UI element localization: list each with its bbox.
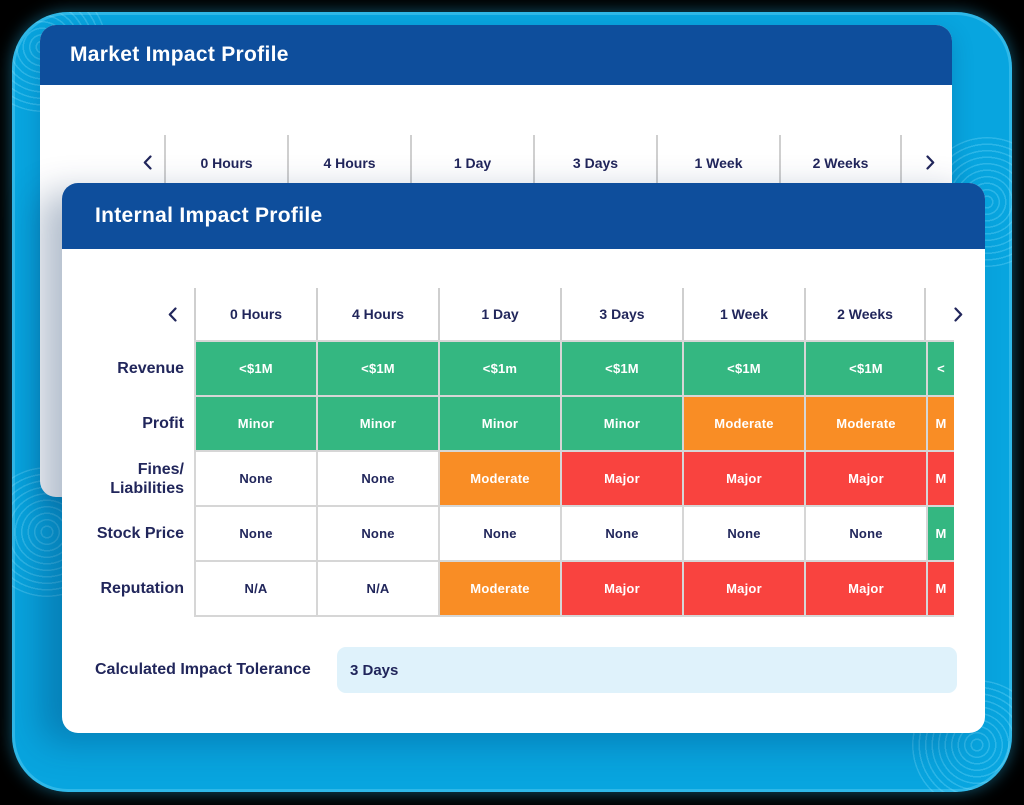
impact-cell: <$1M [806,342,926,395]
chevron-left-icon [143,155,152,170]
internal-column-headers: 0 Hours 4 Hours 1 Day 3 Days 1 Week 2 We… [194,288,985,340]
market-column-headers: 0 Hours 4 Hours 1 Day 3 Days 1 Week 2 We… [164,135,952,190]
impact-cell: Moderate [440,452,560,505]
impact-cell-partial: M [928,507,954,560]
impact-cell: Major [684,562,804,615]
row-label-profit: Profit [142,415,184,433]
impact-cell: None [318,507,438,560]
impact-cell: Major [562,562,682,615]
impact-cell: Moderate [440,562,560,615]
internal-time-row: 0 Hours 4 Hours 1 Day 3 Days 1 Week 2 We… [62,288,985,340]
chevron-right-icon [953,306,962,322]
column-header: 1 Day [410,135,533,190]
impact-cell: Major [562,452,682,505]
impact-cell: None [806,507,926,560]
column-header: 4 Hours [316,288,438,340]
row-label-reputation: Reputation [100,580,184,598]
tolerance-row: Calculated Impact Tolerance 3 Days [62,647,985,693]
impact-cell: <$1M [196,342,316,395]
tolerance-label: Calculated Impact Tolerance [95,661,311,678]
column-header: 2 Weeks [779,135,902,190]
market-time-row: 0 Hours 4 Hours 1 Day 3 Days 1 Week 2 We… [40,135,952,190]
impact-cell: Minor [562,397,682,450]
market-next-button[interactable] [917,135,943,190]
column-header: 3 Days [533,135,656,190]
impact-cell: None [684,507,804,560]
impact-cell: N/A [318,562,438,615]
impact-cell: <$1m [440,342,560,395]
column-header: 1 Week [656,135,779,190]
impact-cell: Minor [318,397,438,450]
column-header: 0 Hours [164,135,287,190]
impact-cell: None [196,507,316,560]
impact-row-labels: Revenue Profit Fines/ Liabilities Stock … [62,342,184,617]
impact-cell: Minor [196,397,316,450]
impact-cell-partial: M [928,397,954,450]
impact-cell: <$1M [684,342,804,395]
column-header: 1 Week [682,288,804,340]
impact-cell-partial: M [928,452,954,505]
column-header: 2 Weeks [804,288,926,340]
column-header: 4 Hours [287,135,410,190]
chevron-right-icon [925,155,934,170]
impact-cell: Major [806,452,926,505]
row-label-fines: Fines/ Liabilities [110,461,184,497]
internal-card-header: Internal Impact Profile [62,183,985,249]
row-label-stock-price: Stock Price [96,525,184,543]
impact-cell: N/A [196,562,316,615]
impact-cell: Minor [440,397,560,450]
row-label-revenue: Revenue [117,360,184,378]
impact-cell: <$1M [562,342,682,395]
impact-cell: Major [806,562,926,615]
impact-cell-partial: < [928,342,954,395]
tolerance-value-field: 3 Days [337,647,957,693]
internal-prev-button[interactable] [159,288,185,340]
impact-cell: Moderate [684,397,804,450]
impact-cell: Moderate [806,397,926,450]
impact-cell-partial: M [928,562,954,615]
internal-card-title: Internal Impact Profile [95,204,323,227]
internal-impact-card: Internal Impact Profile 0 Hours 4 Hours … [62,183,985,733]
chevron-left-icon [168,306,177,322]
market-prev-button[interactable] [134,135,160,190]
impact-grid: <$1M <$1M <$1m <$1M <$1M <$1M < Minor Mi… [194,340,954,617]
impact-cell: <$1M [318,342,438,395]
market-card-title: Market Impact Profile [70,43,289,66]
impact-cell: None [440,507,560,560]
impact-cell: None [318,452,438,505]
internal-next-button[interactable] [945,288,971,340]
column-header: 0 Hours [194,288,316,340]
impact-table: Revenue Profit Fines/ Liabilities Stock … [62,340,985,617]
impact-cell: Major [684,452,804,505]
column-header: 3 Days [560,288,682,340]
impact-cell: None [562,507,682,560]
column-header: 1 Day [438,288,560,340]
market-card-header: Market Impact Profile [40,25,952,85]
impact-cell: None [196,452,316,505]
